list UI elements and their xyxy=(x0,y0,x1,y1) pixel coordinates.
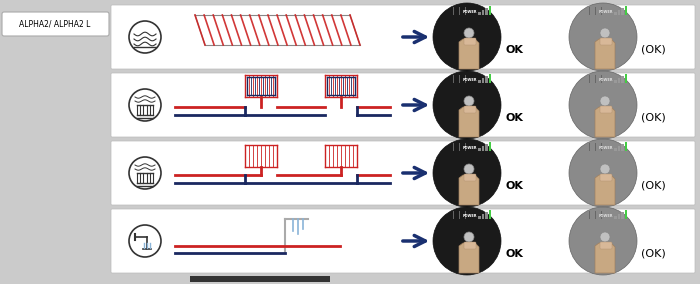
Circle shape xyxy=(569,207,637,275)
Circle shape xyxy=(569,139,637,207)
Circle shape xyxy=(600,96,610,106)
Bar xyxy=(478,12,480,15)
Text: OK: OK xyxy=(505,113,523,123)
Circle shape xyxy=(129,225,161,257)
Circle shape xyxy=(433,3,501,71)
Bar xyxy=(482,146,484,151)
Circle shape xyxy=(600,164,610,174)
Bar xyxy=(624,74,627,83)
Circle shape xyxy=(129,157,161,189)
FancyBboxPatch shape xyxy=(600,242,612,249)
Text: POWER: POWER xyxy=(598,214,613,218)
FancyBboxPatch shape xyxy=(600,106,612,113)
Bar xyxy=(621,144,624,151)
Bar xyxy=(190,276,330,282)
Bar xyxy=(621,212,624,219)
Bar xyxy=(621,8,624,15)
FancyBboxPatch shape xyxy=(600,174,612,181)
Bar xyxy=(614,12,617,15)
Bar xyxy=(485,8,487,15)
Bar xyxy=(614,216,617,219)
Bar xyxy=(617,214,620,219)
Circle shape xyxy=(464,232,474,242)
Bar xyxy=(482,214,484,219)
Bar xyxy=(624,142,627,151)
Polygon shape xyxy=(459,39,479,69)
Text: ALPHA2/ ALPHA2 L: ALPHA2/ ALPHA2 L xyxy=(20,20,91,28)
Bar xyxy=(489,210,491,219)
Bar xyxy=(485,76,487,83)
Bar xyxy=(478,80,480,83)
Text: POWER: POWER xyxy=(463,214,477,218)
Circle shape xyxy=(129,89,161,121)
Circle shape xyxy=(600,28,610,38)
FancyBboxPatch shape xyxy=(111,141,695,205)
Circle shape xyxy=(433,139,501,207)
Text: (OK): (OK) xyxy=(641,45,666,55)
Circle shape xyxy=(464,28,474,38)
Text: OK: OK xyxy=(505,45,523,55)
Bar xyxy=(617,78,620,83)
Text: POWER: POWER xyxy=(598,146,613,150)
Bar xyxy=(482,10,484,15)
Text: POWER: POWER xyxy=(598,10,613,14)
Polygon shape xyxy=(459,243,479,273)
FancyBboxPatch shape xyxy=(464,242,476,249)
Circle shape xyxy=(569,3,637,71)
Polygon shape xyxy=(459,175,479,205)
Text: POWER: POWER xyxy=(598,78,613,82)
Bar xyxy=(614,148,617,151)
Bar xyxy=(485,144,487,151)
Bar xyxy=(489,6,491,15)
Circle shape xyxy=(464,164,474,174)
Bar xyxy=(482,78,484,83)
Bar xyxy=(478,216,480,219)
Bar xyxy=(624,6,627,15)
Circle shape xyxy=(433,207,501,275)
Bar xyxy=(614,80,617,83)
Bar xyxy=(621,76,624,83)
FancyBboxPatch shape xyxy=(600,38,612,45)
Bar xyxy=(624,210,627,219)
FancyBboxPatch shape xyxy=(111,209,695,273)
Circle shape xyxy=(464,96,474,106)
Polygon shape xyxy=(595,175,615,205)
Polygon shape xyxy=(459,107,479,137)
FancyBboxPatch shape xyxy=(464,174,476,181)
FancyBboxPatch shape xyxy=(2,12,109,36)
Bar xyxy=(617,10,620,15)
Text: POWER: POWER xyxy=(463,78,477,82)
Circle shape xyxy=(569,71,637,139)
Text: OK: OK xyxy=(505,181,523,191)
Circle shape xyxy=(129,21,161,53)
Text: POWER: POWER xyxy=(463,146,477,150)
Polygon shape xyxy=(595,39,615,69)
FancyBboxPatch shape xyxy=(111,73,695,137)
Text: (OK): (OK) xyxy=(641,113,666,123)
Polygon shape xyxy=(595,243,615,273)
Text: OK: OK xyxy=(505,249,523,259)
Text: POWER: POWER xyxy=(463,10,477,14)
Text: (OK): (OK) xyxy=(641,181,666,191)
Text: (OK): (OK) xyxy=(641,249,666,259)
Polygon shape xyxy=(595,107,615,137)
Circle shape xyxy=(433,71,501,139)
Bar xyxy=(489,74,491,83)
FancyBboxPatch shape xyxy=(464,106,476,113)
Bar xyxy=(617,146,620,151)
Bar xyxy=(478,148,480,151)
Circle shape xyxy=(600,232,610,242)
FancyBboxPatch shape xyxy=(111,5,695,69)
Bar xyxy=(489,142,491,151)
FancyBboxPatch shape xyxy=(464,38,476,45)
Bar xyxy=(485,212,487,219)
